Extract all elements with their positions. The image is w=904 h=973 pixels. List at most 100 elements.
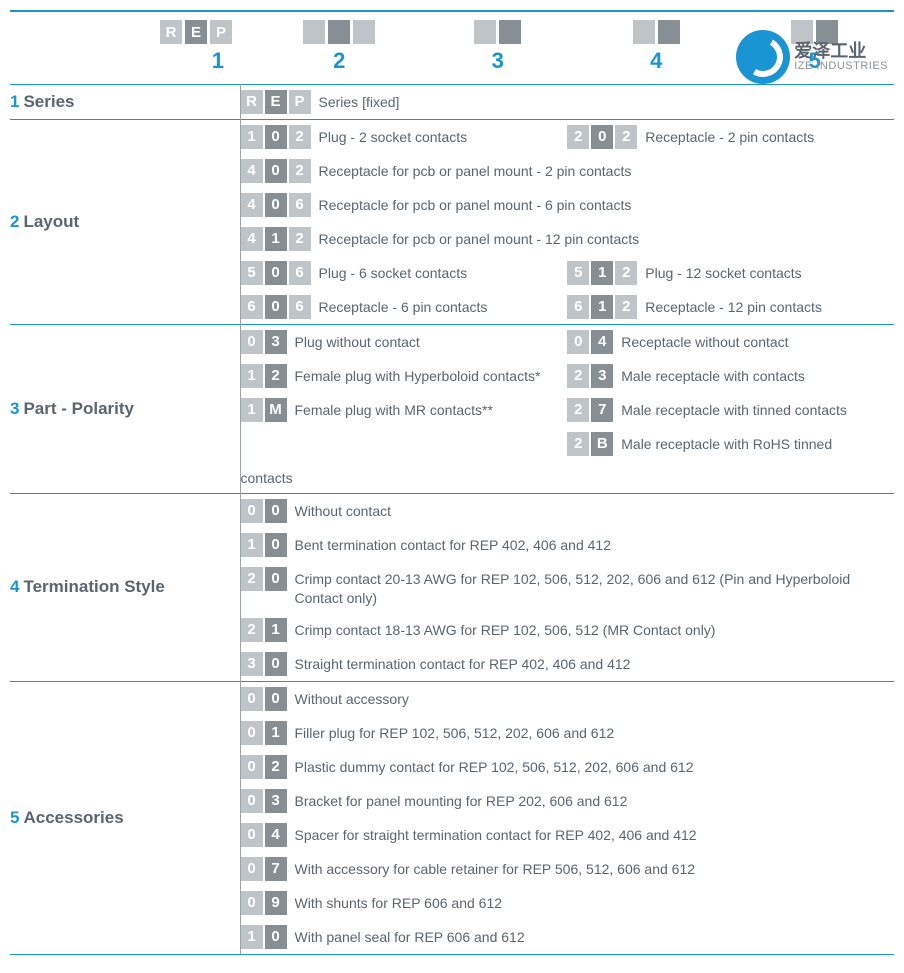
option-text: With shunts for REP 606 and 612	[295, 891, 503, 913]
option-text: Straight termination contact for REP 402…	[295, 652, 631, 674]
option-code: 00	[241, 687, 287, 711]
option-text: Plug without contact	[295, 330, 420, 352]
code-box: B	[591, 432, 613, 456]
option-code: 30	[241, 652, 287, 676]
code-box: 4	[591, 330, 613, 354]
code-box: 7	[265, 857, 287, 881]
option-item: 12Female plug with Hyperboloid contacts*	[241, 359, 568, 393]
option-item: 03 Plug without contact	[241, 325, 568, 359]
section-title: Termination Style	[23, 577, 164, 596]
code-box: 2	[289, 159, 311, 183]
option-item: 612Receptacle - 12 pin contacts	[567, 290, 894, 324]
option-text: Female plug with MR contacts**	[295, 398, 493, 420]
option-item: 406 Receptacle for pcb or panel mount - 6…	[241, 188, 895, 222]
option-item: 30 Straight termination contact for REP 4…	[241, 647, 895, 681]
section-number: 2	[10, 212, 19, 231]
option-item: REPSeries [fixed]	[241, 85, 895, 119]
section-content: REPSeries [fixed]	[240, 85, 894, 120]
position-number: 3	[419, 48, 578, 74]
code-box: 2	[265, 364, 287, 388]
code-box: 0	[241, 857, 263, 881]
code-box: 3	[591, 364, 613, 388]
code-box: 6	[289, 193, 311, 217]
code-box: 0	[241, 687, 263, 711]
option-code: 402	[241, 159, 311, 183]
option-text: Crimp contact 20-13 AWG for REP 102, 506…	[295, 567, 889, 608]
option-code: 03	[241, 789, 287, 813]
option-code: 07	[241, 857, 287, 881]
code-box: 2	[567, 364, 589, 388]
code-box: 4	[241, 227, 263, 251]
option-item: 04Spacer for straight termination contac…	[241, 818, 895, 852]
option-item: 606Receptacle - 6 pin contacts	[241, 290, 568, 324]
option-code: 02	[241, 755, 287, 779]
option-item: 09 With shunts for REP 606 and 612	[241, 886, 895, 920]
option-item: 20Crimp contact 20-13 AWG for REP 102, 5…	[241, 562, 895, 613]
option-code: 01	[241, 721, 287, 745]
option-code: 04	[241, 823, 287, 847]
brand-logo: 爱泽工业 IZE INDUSTRIES	[736, 30, 888, 84]
code-box: 1	[265, 618, 287, 642]
option-text: Series [fixed]	[319, 90, 400, 112]
option-text: Receptacle for pcb or panel mount - 6 pi…	[319, 193, 632, 215]
section-number: 1	[10, 92, 19, 111]
code-box: 2	[567, 432, 589, 456]
logo-icon	[736, 30, 790, 84]
option-text: Bent termination contact for REP 402, 40…	[295, 533, 612, 555]
option-text: Filler plug for REP 102, 506, 512, 202, …	[295, 721, 615, 743]
option-code: 09	[241, 891, 287, 915]
code-box: 2	[615, 125, 637, 149]
option-item: 506Plug - 6 socket contacts	[241, 256, 568, 290]
code-box: 4	[265, 823, 287, 847]
code-box: 6	[289, 261, 311, 285]
code-box: 9	[265, 891, 287, 915]
option-text: With panel seal for REP 606 and 612	[295, 925, 525, 947]
code-box: 0	[265, 567, 287, 591]
option-item: 04Receptacle without contact	[567, 325, 894, 359]
option-item: 512Plug - 12 socket contacts	[567, 256, 894, 290]
code-box: 0	[265, 687, 287, 711]
code-box: 1	[241, 364, 263, 388]
option-text: Receptacle for pcb or panel mount - 2 pi…	[319, 159, 632, 181]
option-text: Crimp contact 18-13 AWG for REP 102, 506…	[295, 618, 716, 640]
option-item: 27Male receptacle with tinned contacts	[567, 393, 894, 427]
option-code: 27	[567, 398, 613, 422]
option-code: 406	[241, 193, 311, 217]
code-box: P	[289, 90, 311, 114]
option-item: 202Receptacle - 2 pin contacts	[567, 120, 894, 154]
code-box: 0	[265, 261, 287, 285]
option-text: contacts	[241, 466, 293, 488]
code-box: 2	[265, 755, 287, 779]
code-box: 3	[265, 789, 287, 813]
code-box: 2	[615, 261, 637, 285]
code-box: 2	[241, 618, 263, 642]
code-box: 2	[567, 398, 589, 422]
option-text: Receptacle without contact	[621, 330, 788, 352]
code-box: 0	[241, 499, 263, 523]
option-text: Male receptacle with contacts	[621, 364, 805, 386]
code-box: 5	[567, 261, 589, 285]
code-box: 0	[241, 823, 263, 847]
code-box: 1	[265, 721, 287, 745]
code-box: 1	[591, 261, 613, 285]
code-box	[303, 20, 325, 44]
code-box: 0	[265, 125, 287, 149]
code-box: E	[265, 90, 287, 114]
section-label: 4Termination Style	[10, 493, 240, 681]
option-item: 412Receptacle for pcb or panel mount - 1…	[241, 222, 895, 256]
section-content: 03 Plug without contact0 4 Receptacle witho…	[240, 325, 894, 494]
code-box: 7	[591, 398, 613, 422]
code-box: 1	[265, 227, 287, 251]
part-number-table: 1SeriesREPSeries [fixed]2Layout102Plug -…	[10, 84, 894, 955]
option-code: 2B	[567, 432, 613, 456]
code-box: 3	[265, 330, 287, 354]
option-code: 412	[241, 227, 311, 251]
code-box: 0	[241, 330, 263, 354]
option-item: 00Without accessory	[241, 682, 895, 716]
header-position-4	[577, 20, 736, 44]
position-number: 4	[577, 48, 736, 74]
code-box: 0	[241, 789, 263, 813]
option-code: 612	[567, 295, 637, 319]
section-title: Part - Polarity	[23, 399, 134, 418]
option-code: 202	[567, 125, 637, 149]
